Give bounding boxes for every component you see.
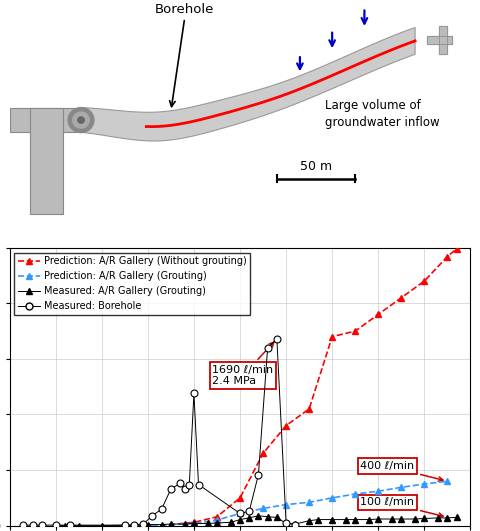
Bar — [439, 26, 447, 54]
Text: 100 ℓ/min: 100 ℓ/min — [360, 498, 443, 517]
Text: Large volume of
groundwater inflow: Large volume of groundwater inflow — [325, 99, 440, 129]
Legend: Prediction: A/R Gallery (Without grouting), Prediction: A/R Gallery (Grouting), : Prediction: A/R Gallery (Without groutin… — [14, 253, 250, 315]
Bar — [439, 26, 447, 54]
Bar — [427, 36, 452, 44]
Bar — [427, 36, 452, 44]
Bar — [10, 108, 84, 132]
Text: 1690 ℓ/min
2.4 MPa: 1690 ℓ/min 2.4 MPa — [212, 342, 274, 387]
Bar — [30, 108, 62, 215]
Text: Borehole: Borehole — [155, 3, 215, 16]
Circle shape — [73, 112, 89, 128]
Text: 400 ℓ/min: 400 ℓ/min — [360, 461, 443, 481]
Text: 50 m: 50 m — [300, 160, 332, 174]
Circle shape — [68, 108, 94, 133]
Circle shape — [78, 117, 84, 123]
Polygon shape — [79, 28, 415, 141]
